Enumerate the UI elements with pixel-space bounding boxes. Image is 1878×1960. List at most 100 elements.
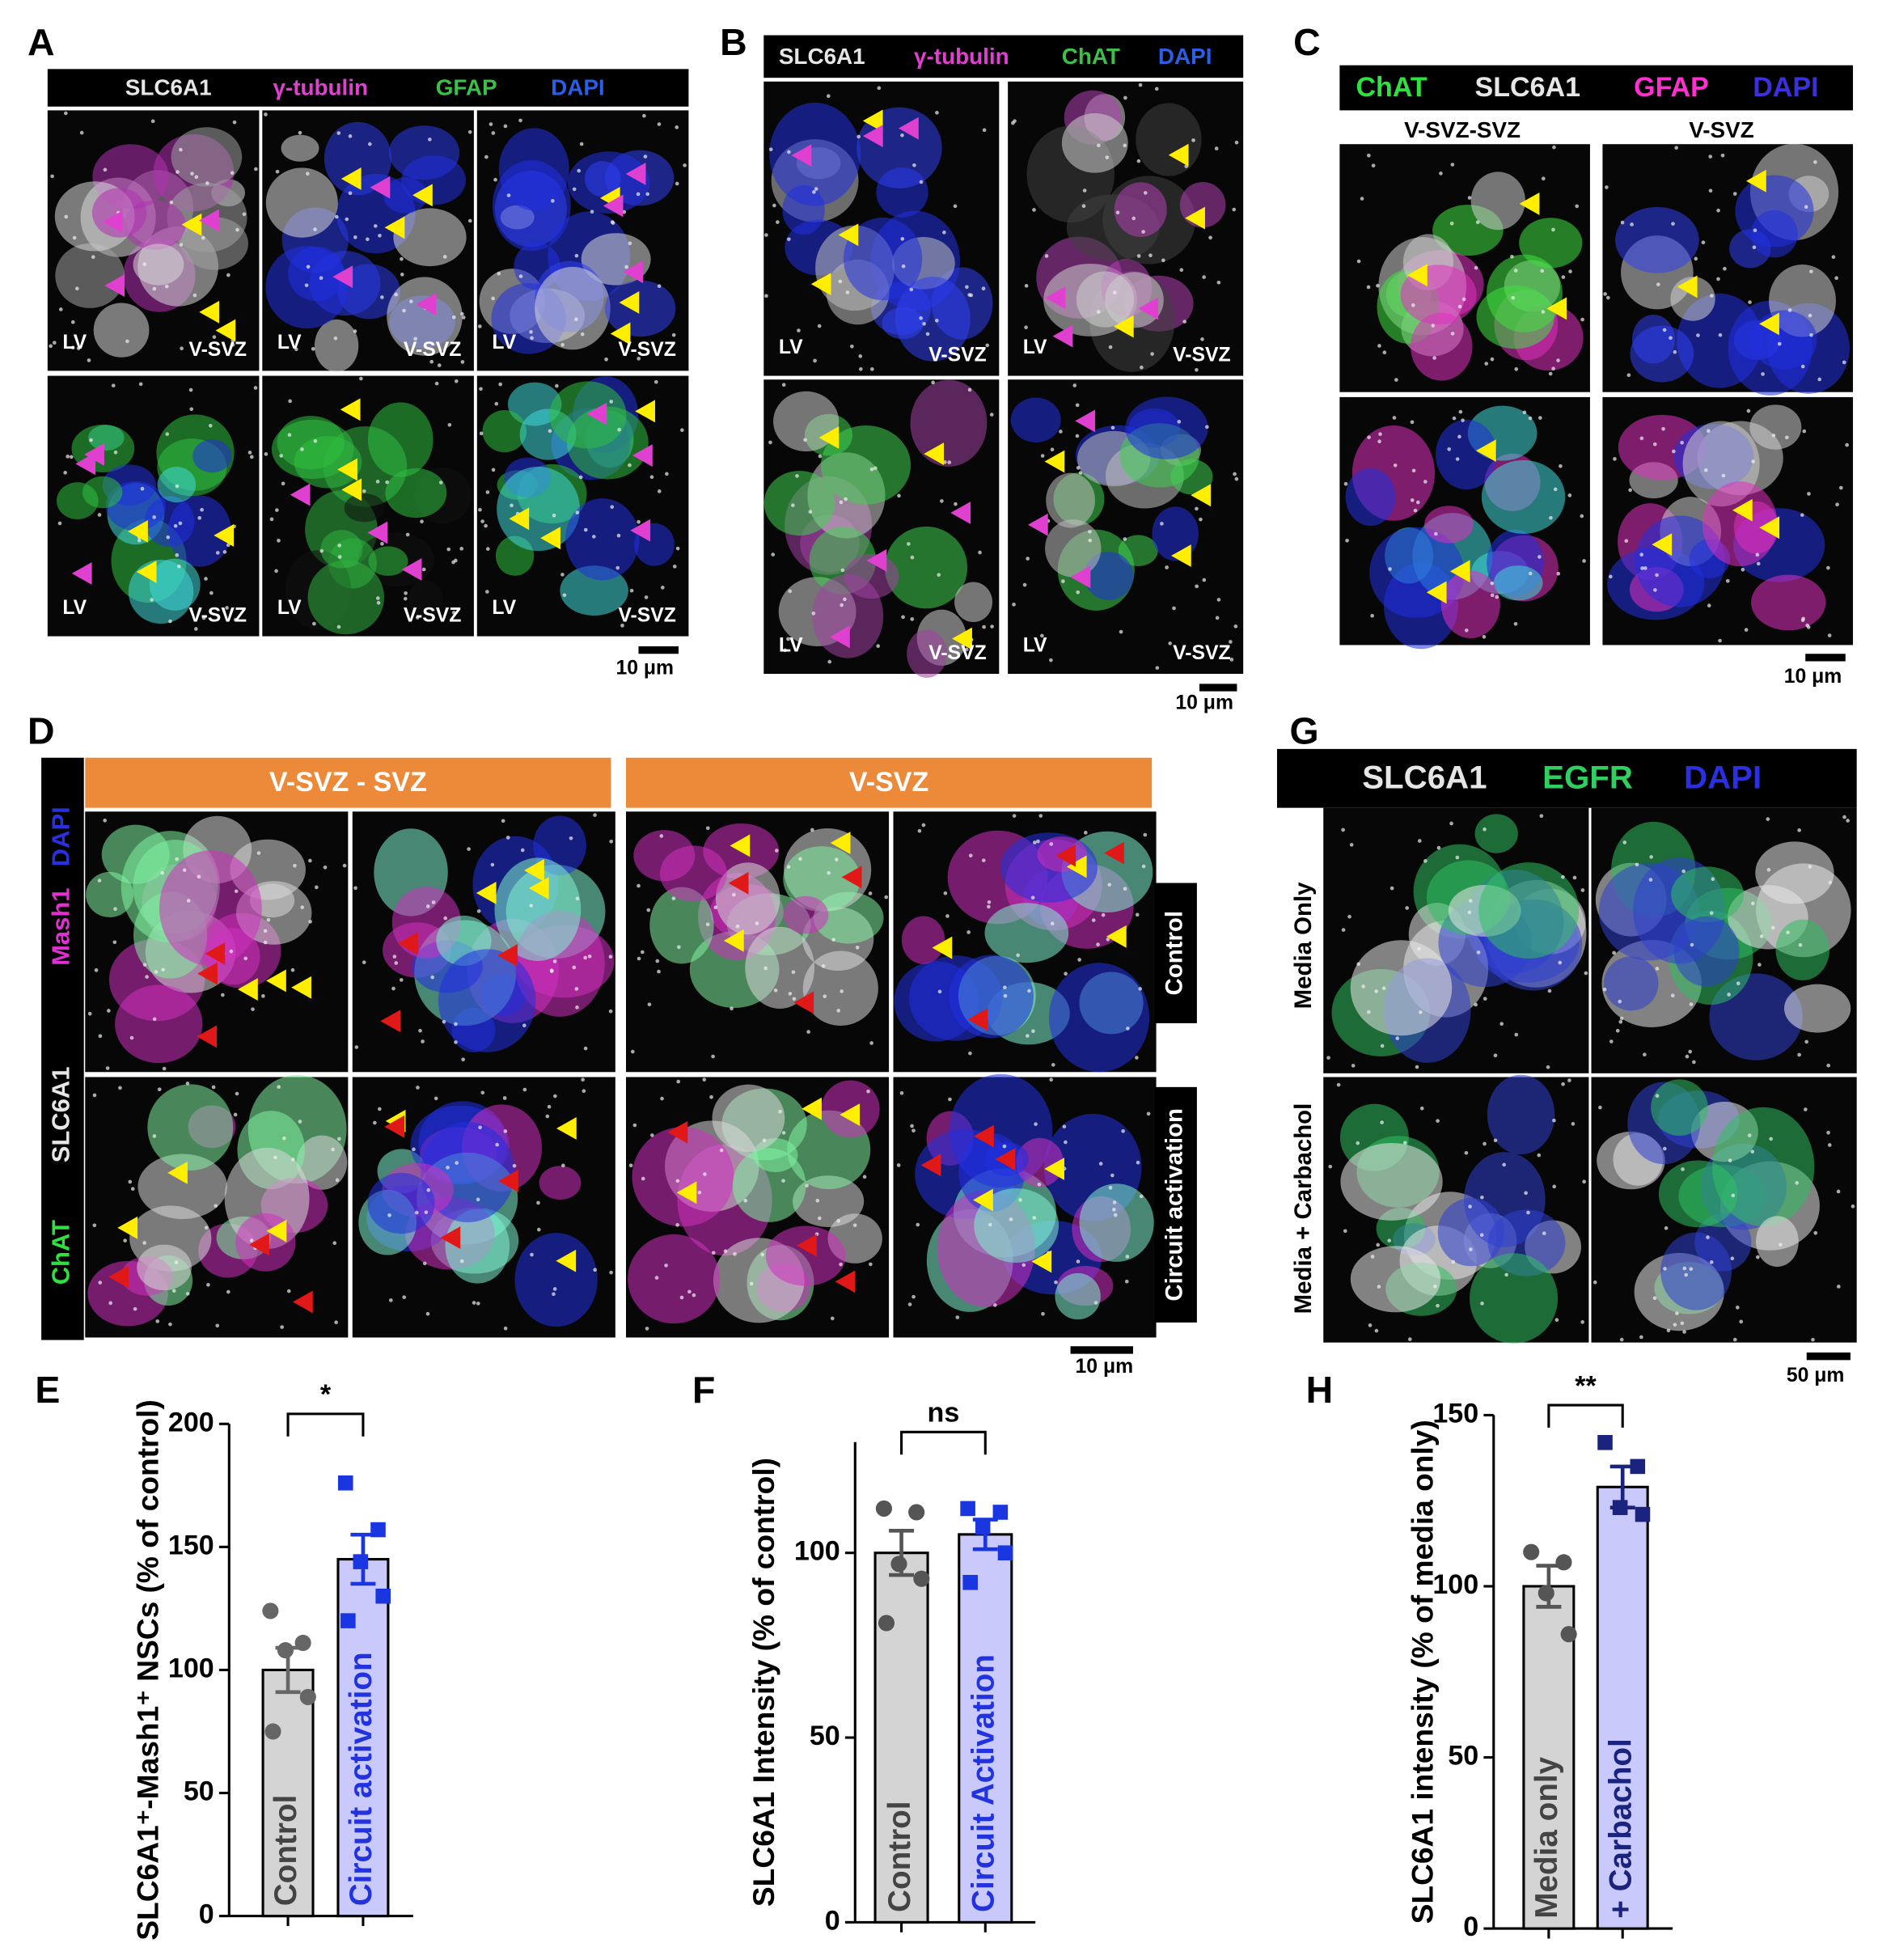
speckle <box>425 1311 430 1316</box>
arrowhead <box>197 962 218 985</box>
cell <box>1478 862 1580 959</box>
arrowhead <box>266 969 286 993</box>
speckle <box>1136 159 1141 163</box>
speckle <box>560 1163 565 1168</box>
speckle <box>130 1187 135 1192</box>
speckle <box>373 1120 377 1125</box>
speckle <box>1464 628 1469 633</box>
speckle <box>993 1303 997 1307</box>
speckle <box>142 1241 146 1245</box>
speckle <box>221 993 225 997</box>
speckle <box>683 163 687 167</box>
speckle <box>1450 332 1455 336</box>
cell <box>514 1233 598 1327</box>
micrograph <box>476 110 689 371</box>
micrograph <box>893 1073 1157 1338</box>
arrowhead <box>603 194 624 218</box>
speckle <box>1680 440 1684 445</box>
speckle <box>1368 1323 1373 1327</box>
speckle <box>1380 1043 1385 1048</box>
speckle <box>431 900 436 904</box>
speckle <box>495 1142 499 1147</box>
speckle <box>1387 1238 1392 1242</box>
speckle <box>1200 337 1204 341</box>
speckle <box>1538 416 1542 420</box>
data-point <box>975 1519 991 1535</box>
speckle <box>955 1315 960 1319</box>
speckle <box>1524 1191 1528 1196</box>
speckle <box>1361 984 1365 988</box>
speckle <box>1328 1164 1333 1169</box>
speckle <box>1809 269 1813 273</box>
speckle <box>1526 1210 1530 1215</box>
speckle <box>378 233 382 238</box>
speckle <box>362 960 366 964</box>
speckle <box>1561 275 1566 279</box>
speckle <box>591 535 596 539</box>
speckle <box>1061 579 1065 583</box>
region-label: V-SVZ <box>188 604 247 626</box>
cell <box>1751 310 1817 370</box>
channel-header <box>47 69 689 107</box>
speckle <box>138 382 143 387</box>
speckle <box>1620 220 1625 225</box>
speckle <box>375 480 380 484</box>
speckle <box>1761 372 1765 376</box>
column-label: V-SVZ-SVZ <box>1404 117 1521 142</box>
speckle <box>1580 888 1585 892</box>
speckle <box>380 541 384 546</box>
speckle <box>1343 1229 1347 1234</box>
speckle <box>49 344 53 349</box>
cell <box>1751 574 1826 631</box>
speckle <box>113 907 117 912</box>
speckle <box>334 1320 338 1325</box>
speckle <box>434 381 439 386</box>
speckle <box>261 994 265 998</box>
speckle <box>657 969 661 974</box>
speckle <box>1097 143 1101 148</box>
speckle <box>620 623 624 628</box>
speckle <box>1376 283 1380 288</box>
speckle <box>1661 426 1665 431</box>
speckle <box>249 455 254 459</box>
speckle <box>1366 285 1371 290</box>
cell <box>1152 506 1199 561</box>
speckle <box>1514 1032 1519 1037</box>
speckle <box>1551 366 1555 371</box>
arrowhead <box>1759 516 1780 540</box>
speckle <box>1652 442 1657 447</box>
speckle <box>778 1109 782 1114</box>
speckle <box>843 597 847 602</box>
cell <box>793 1175 865 1227</box>
arrowhead <box>1759 312 1779 336</box>
cell <box>539 1166 582 1200</box>
cell <box>1079 1183 1154 1262</box>
speckle <box>1078 471 1083 475</box>
speckle <box>1777 341 1782 346</box>
arrowhead <box>384 1115 405 1138</box>
data-point <box>997 1545 1013 1560</box>
speckle <box>935 110 939 115</box>
speckle <box>103 818 107 823</box>
speckle <box>1682 1330 1686 1334</box>
speckle <box>1326 1056 1330 1060</box>
cell <box>984 903 1069 963</box>
cell <box>1437 1198 1504 1267</box>
arrowhead <box>635 400 655 423</box>
data-point <box>1538 1585 1554 1602</box>
speckle <box>1234 140 1239 145</box>
speckle <box>1049 842 1054 846</box>
data-point <box>913 1570 930 1587</box>
cell <box>147 1084 234 1171</box>
cell <box>1340 1143 1443 1221</box>
speckle <box>1828 880 1833 885</box>
speckle <box>1232 207 1237 212</box>
arrowhead <box>367 521 388 544</box>
arrowhead <box>1475 439 1496 463</box>
speckle <box>1572 875 1577 880</box>
speckle <box>235 1091 239 1096</box>
speckle <box>551 199 555 203</box>
cell <box>1436 419 1498 490</box>
speckle <box>1125 1255 1130 1259</box>
speckle <box>76 346 81 350</box>
